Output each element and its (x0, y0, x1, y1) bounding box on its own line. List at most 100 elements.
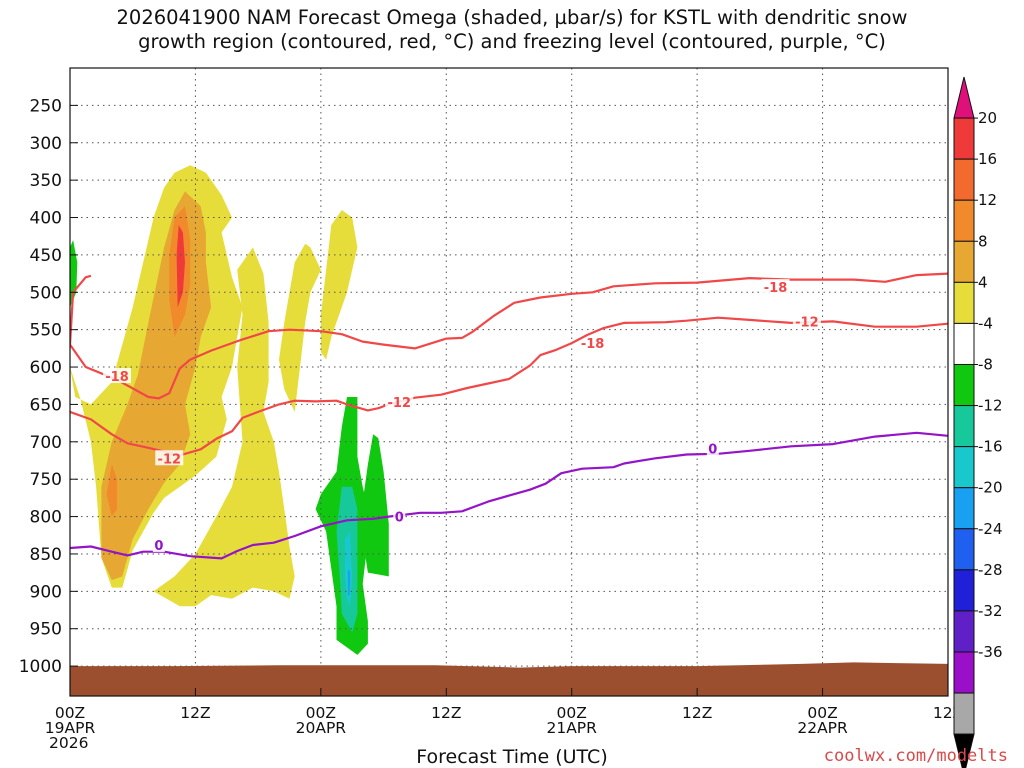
colorbar-bin (953, 446, 975, 489)
x-tick-label: 00Z (557, 704, 587, 722)
y-tick-label: 550 (30, 321, 62, 341)
x-tick-label: 22APR (797, 719, 848, 737)
omega-region-10 (362, 434, 389, 577)
y-tick-label: 800 (30, 508, 62, 528)
contour-label-bg (792, 313, 821, 329)
contour-label--12: -12 (158, 452, 182, 467)
colorbar-label: 8 (978, 232, 988, 250)
credit-text: coolwx.com/modelts (823, 746, 1008, 766)
x-tick-label: 19APR (45, 719, 96, 737)
contour-layer: -18 -18 -18 -12 -12 -12 0 0 0 (70, 272, 948, 560)
colorbar-bin (953, 322, 975, 365)
omega-region-2 (279, 243, 321, 412)
contour-label--12: -12 (795, 315, 819, 330)
y-tick-label: 350 (30, 171, 62, 191)
omega-region-7 (176, 225, 185, 308)
omega-region-12 (344, 531, 353, 607)
y-tick-label: 650 (30, 395, 62, 415)
colorbar-label: 16 (978, 150, 997, 168)
terrain-fill (70, 662, 948, 696)
chart-title-line-2: growth region (contoured, red, °C) and f… (138, 30, 886, 53)
colorbar-label: -4 (978, 314, 993, 332)
contour-label-bg (385, 394, 414, 410)
x-tick-label: 21APR (546, 719, 597, 737)
x-axis-label: Forecast Time (UTC) (416, 746, 608, 768)
colorbar-bin (953, 117, 975, 160)
omega-shading-layer (70, 165, 389, 655)
colorbar-bin (953, 528, 975, 571)
y-axis-ticks: 250 300 350 400 450 500 550 600 650 700 750 800 850 9… (19, 96, 78, 677)
x-tick-label: 12Z (682, 704, 712, 722)
colorbar-bin (953, 733, 975, 768)
colorbar-label: 12 (978, 191, 997, 209)
x-tick-label: 20APR (296, 719, 347, 737)
colorbar-bin (953, 487, 975, 530)
colorbar-bin (953, 569, 975, 612)
contour-label-bg (152, 536, 165, 552)
colorbar-bin (953, 610, 975, 653)
contour-label--12: -12 (388, 396, 412, 411)
y-tick-label: 400 (30, 209, 62, 229)
colorbar-bin (953, 240, 975, 283)
x-tick-label: 00Z (807, 704, 837, 722)
contour-label-bg (103, 368, 132, 384)
omega-region-6 (106, 464, 117, 517)
colorbar-bin (953, 281, 975, 324)
y-tick-label: 700 (30, 433, 62, 453)
colorbar-bin (953, 363, 975, 407)
y-tick-label: 300 (30, 134, 62, 154)
contour-label-bg (393, 508, 406, 524)
colorbar-label: -28 (978, 561, 1003, 579)
colorbar-bin (953, 76, 975, 119)
contour-label-bg (155, 450, 184, 466)
contour--18 (70, 272, 948, 400)
y-tick-label: 950 (30, 620, 62, 640)
y-tick-label: 250 (30, 96, 62, 116)
colorbar-bin (953, 405, 975, 448)
contour-label-bg (761, 279, 790, 295)
y-tick-label: 850 (30, 545, 62, 565)
colorbar-bin (953, 158, 975, 201)
chart-title-line-1: 2026041900 NAM Forecast Omega (shaded, µ… (116, 6, 908, 29)
contour-label-bg (578, 335, 607, 351)
y-tick-label: 1000 (19, 657, 62, 677)
contour--12 (70, 316, 948, 457)
contour-label--18: -18 (764, 281, 788, 296)
contour-label--18: -18 (105, 370, 129, 385)
y-tick-label: 750 (30, 470, 62, 490)
x-tick-label: 12Z (431, 704, 461, 722)
colorbar-label: -20 (978, 479, 1003, 497)
colorbar-label: -12 (978, 397, 1003, 415)
chart-title: 2026041900 NAM Forecast Omega (shaded, µ… (0, 6, 1024, 54)
colorbar-label: -8 (978, 355, 993, 373)
x-tick-label: 00Z (55, 704, 85, 722)
contour-label--18: -18 (581, 337, 605, 352)
colorbar-label: -24 (978, 520, 1003, 538)
x-tick-label: 12Z (180, 704, 210, 722)
colorbar-label: -32 (978, 602, 1003, 620)
contour-label-0: 0 (154, 539, 163, 554)
omega-region-1 (153, 247, 295, 607)
x-tick-label: 2026 (49, 734, 88, 752)
y-tick-label: 450 (30, 246, 62, 266)
contour-label-0: 0 (395, 511, 404, 526)
colorbar-bin (953, 199, 975, 242)
terrain-layer (70, 662, 948, 696)
y-tick-label: 900 (30, 582, 62, 602)
contour-label-0: 0 (708, 443, 717, 458)
y-tick-label: 500 (30, 283, 62, 303)
y-tick-label: 600 (30, 358, 62, 378)
plot-frame (69, 67, 949, 697)
colorbar-bin (953, 651, 975, 694)
contour-label-bg (706, 440, 719, 456)
omega-region-13 (348, 568, 351, 596)
colorbar-label: 4 (978, 273, 988, 291)
x-tick-label: 00Z (306, 704, 336, 722)
colorbar-label: -36 (978, 643, 1003, 661)
colorbar-label: 20 (978, 109, 997, 127)
colorbar-label: -16 (978, 438, 1003, 456)
colorbar-legend: 20 16 12 8 4 -4 -8 -12 -16 -20 -24 -28 -32 -36 (953, 76, 1003, 768)
contour-0 (70, 431, 948, 560)
